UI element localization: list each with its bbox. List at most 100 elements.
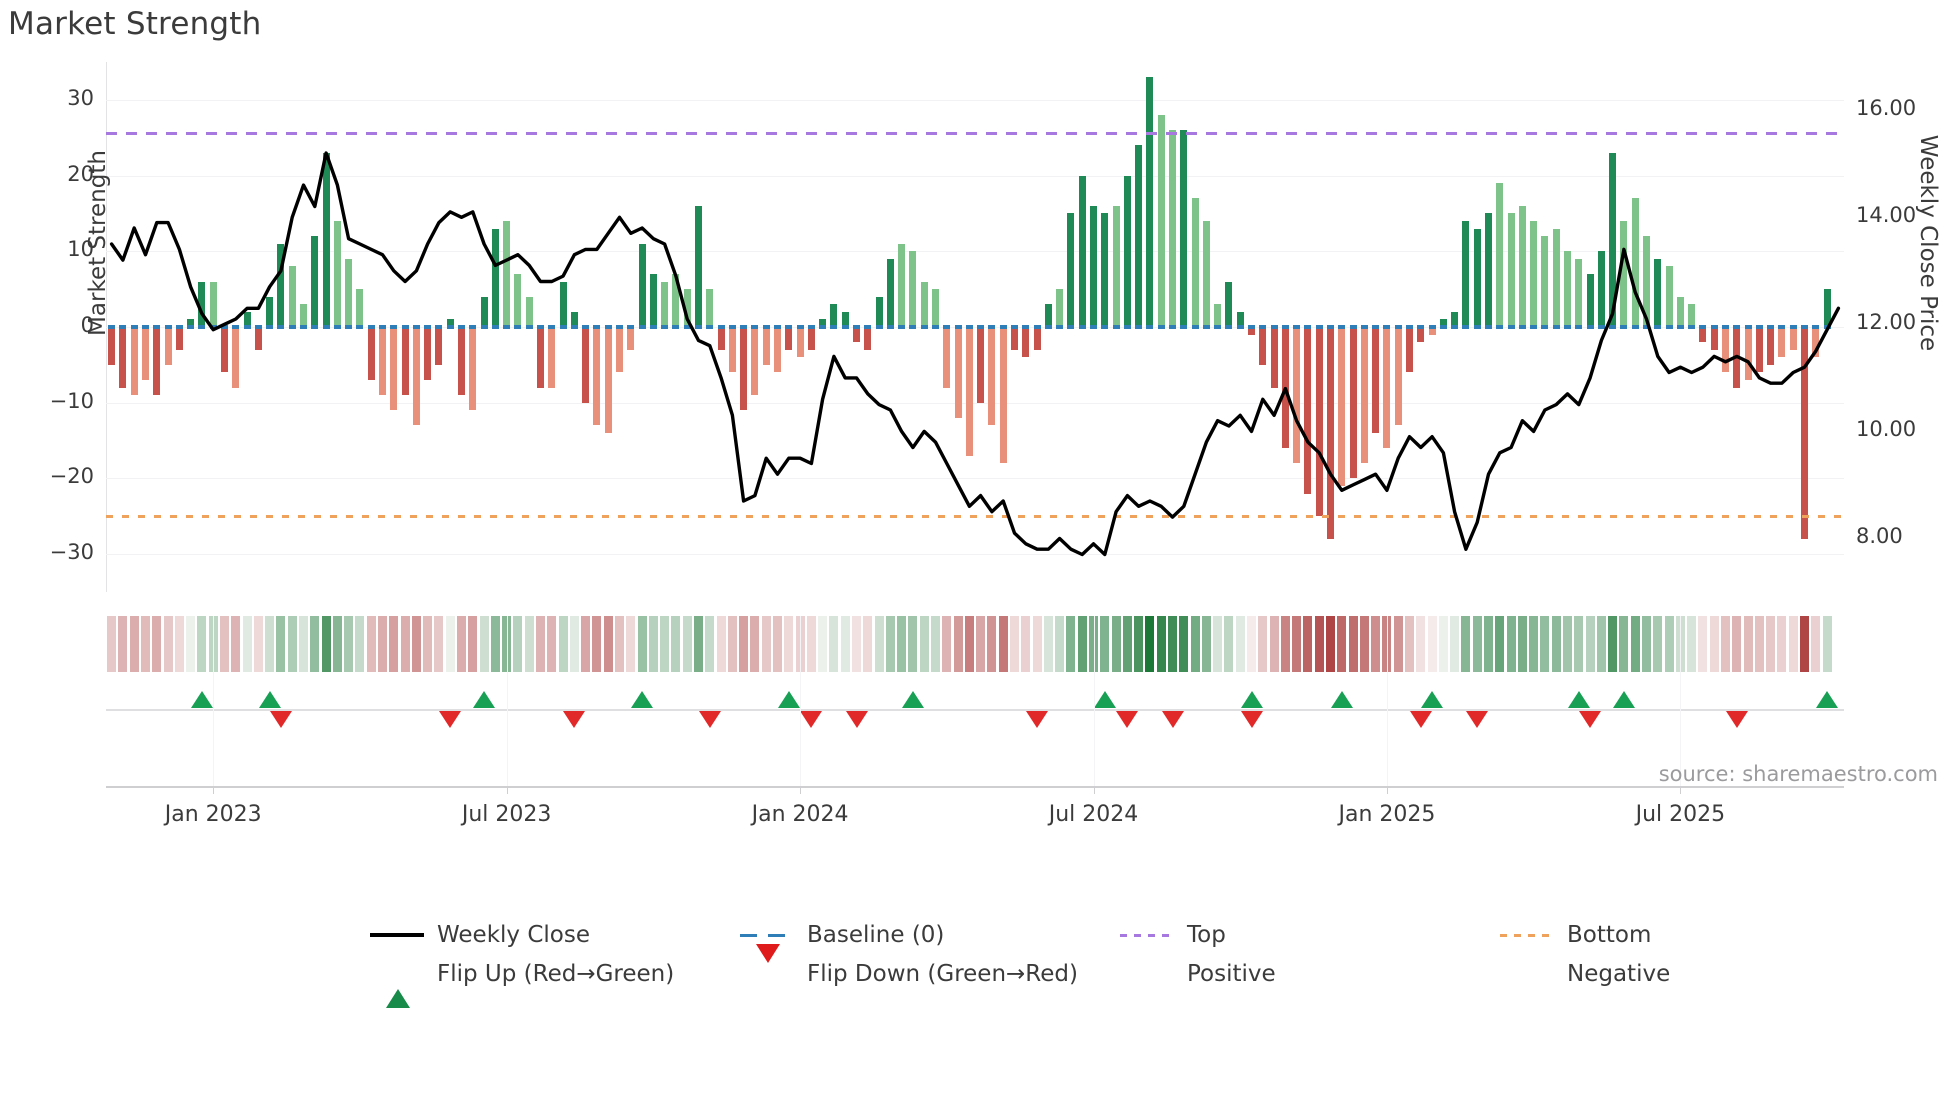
heatmap-cell [1066, 616, 1076, 672]
baseline-marker [164, 325, 172, 329]
heatmap-cell [727, 616, 737, 672]
baseline-marker [988, 325, 996, 329]
heatmap-cell [592, 616, 602, 672]
heatmap-cell [411, 616, 421, 672]
strength-bar [458, 327, 465, 396]
strength-bar [1146, 77, 1154, 327]
heatmap-cell [186, 616, 196, 672]
baseline-marker [232, 325, 240, 329]
heatmap-cell [1055, 616, 1065, 672]
baseline-marker [1022, 325, 1030, 329]
strength-bar [819, 319, 827, 327]
x-tick-label: Jan 2024 [751, 802, 849, 827]
baseline-marker [1643, 325, 1650, 329]
baseline-marker [1349, 325, 1357, 329]
circle-marker-icon [1500, 963, 1554, 985]
baseline-marker [570, 325, 578, 329]
y-tick-label-right: 16.00 [1856, 96, 1917, 121]
strength-bar [1417, 327, 1425, 343]
baseline-marker [1631, 325, 1639, 329]
strength-bar [683, 289, 691, 327]
legend-item-flip-down[interactable]: Flip Down (Green→Red) [740, 944, 1078, 989]
baseline-marker [367, 325, 375, 329]
y-tick-label-left: 30 [67, 85, 94, 110]
baseline-marker [1755, 325, 1763, 329]
baseline-marker [130, 325, 138, 329]
baseline-marker [762, 325, 770, 329]
baseline-marker [1789, 325, 1797, 329]
baseline-marker [1372, 325, 1380, 329]
strength-bar [999, 327, 1007, 464]
heatmap-cell [1619, 616, 1629, 672]
baseline-marker [638, 325, 646, 329]
heatmap-cell [1416, 616, 1426, 672]
baseline-marker [728, 325, 736, 329]
strength-bar [841, 311, 849, 327]
strength-bar [1090, 205, 1097, 327]
legend-item-flip-up[interactable]: Flip Up (Red→Green) [370, 961, 674, 1008]
strength-bar [661, 281, 669, 327]
strength-bar [1473, 228, 1481, 327]
heatmap-cell [626, 616, 636, 672]
flip-up-marker [901, 691, 924, 708]
heatmap-cell [1799, 616, 1809, 672]
heatmap-cell [1766, 616, 1776, 672]
baseline-marker [920, 325, 928, 329]
x-tick-label: Jan 2025 [1338, 802, 1436, 827]
strength-bar [932, 289, 939, 327]
legend-item-positive[interactable]: Positive [1120, 961, 1276, 987]
legend-item-weekly-close[interactable]: Weekly Close [370, 922, 590, 948]
dotted-line-icon [1120, 924, 1174, 946]
strength-bar [672, 274, 680, 327]
baseline-marker [1812, 325, 1820, 329]
heatmap-cell [1427, 616, 1437, 672]
strength-bar [1406, 327, 1413, 373]
baseline-marker [356, 325, 364, 329]
strength-bar [1169, 130, 1176, 327]
strength-bar [604, 327, 612, 433]
strength-bar [1462, 221, 1470, 327]
flip-up-marker [777, 691, 800, 708]
heatmap-cell [1088, 616, 1098, 672]
heatmap-cell [851, 616, 861, 672]
strength-bar [1676, 296, 1684, 327]
heatmap-cell [840, 616, 850, 672]
strength-bar [1428, 327, 1436, 335]
heatmap-cell [1201, 616, 1211, 672]
flip-down-marker [563, 711, 586, 728]
heatmap-cell [163, 616, 173, 672]
baseline-marker [999, 325, 1007, 329]
baseline-marker [977, 325, 985, 329]
strength-bar [1812, 327, 1820, 358]
baseline-marker [1439, 325, 1447, 329]
flip-up-marker [1093, 691, 1116, 708]
legend-item-top[interactable]: Top [1120, 922, 1226, 948]
heatmap-cell [1540, 616, 1550, 672]
top-reference-line [106, 132, 1844, 136]
heatmap-cell [987, 616, 997, 672]
strength-bar [965, 327, 973, 456]
legend-item-bottom[interactable]: Bottom [1500, 922, 1651, 948]
strength-bar [1011, 327, 1018, 350]
strength-bar [1191, 198, 1199, 327]
legend-item-baseline[interactable]: Baseline (0) [740, 922, 944, 948]
heatmap-cell [942, 616, 952, 672]
flip-down-marker [1026, 711, 1049, 728]
legend-item-negative[interactable]: Negative [1500, 961, 1670, 987]
baseline-marker [1778, 325, 1786, 329]
strength-bar [491, 228, 499, 327]
heatmap-cell [513, 616, 523, 672]
baseline-marker [198, 325, 206, 329]
baseline-marker [1304, 325, 1312, 329]
heatmap-cell [242, 616, 252, 672]
legend-label: Baseline (0) [807, 922, 945, 948]
baseline-marker [965, 325, 973, 329]
strength-bar [503, 221, 511, 327]
heatmap-cell [897, 616, 907, 672]
baseline-marker [853, 325, 860, 329]
gridline [106, 478, 1844, 480]
baseline-marker [932, 325, 939, 329]
baseline-marker [1202, 325, 1210, 329]
heatmap-cell [1371, 616, 1381, 672]
x-tick-mark [506, 786, 508, 794]
